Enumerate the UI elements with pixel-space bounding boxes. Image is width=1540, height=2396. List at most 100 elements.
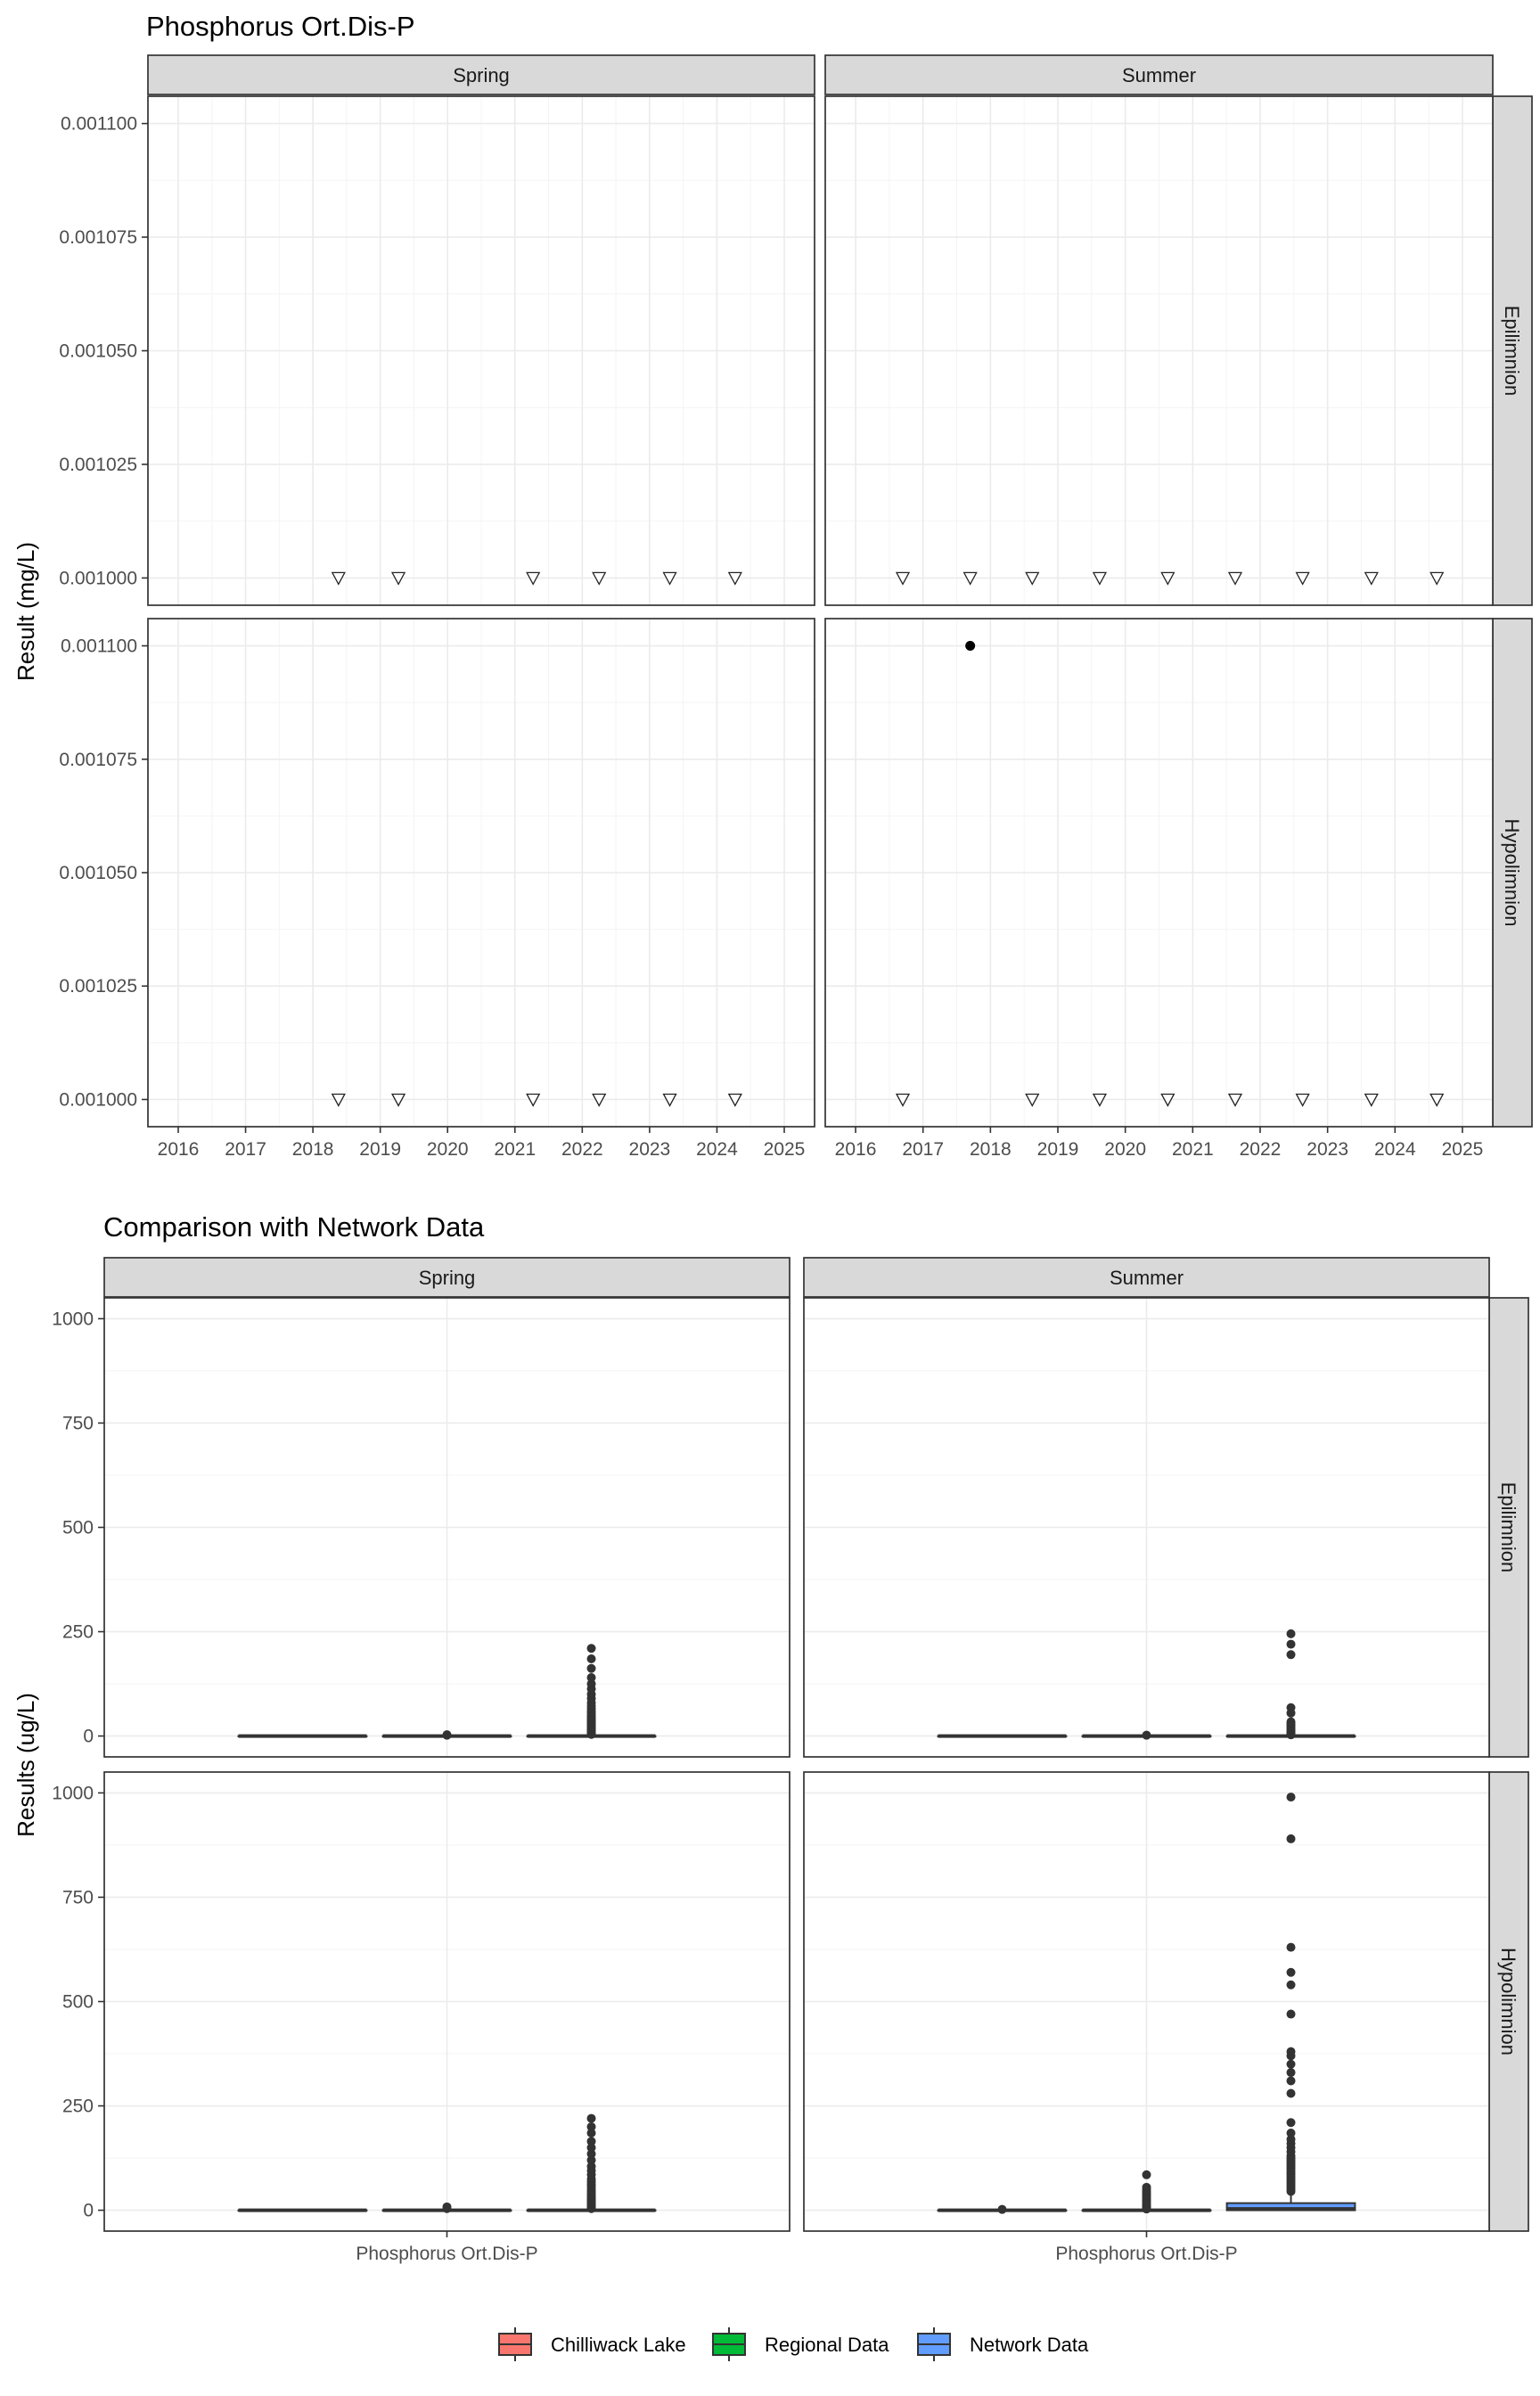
below-detection-marker [1295,571,1310,586]
column-strip [824,54,1494,95]
row-strip-label: Hypolimnion [1501,818,1523,926]
below-detection-marker [1160,1093,1175,1107]
y-tick-label: 0.001075 [59,750,137,770]
below-detection-marker [592,571,607,586]
facet-panel [824,95,1494,606]
outlier-point [586,1679,596,1689]
outlier-point [586,2143,596,2153]
below-detection-marker [1364,571,1379,586]
outlier-point [1286,2088,1296,2098]
outlier-point [1286,2128,1296,2138]
outlier-point [1286,2118,1296,2128]
x-tick-label: 2025 [764,1139,806,1160]
outlier-point [586,1673,596,1683]
below-detection-marker [331,571,346,586]
y-tick-label: 0.001075 [59,227,137,248]
y-tick-label: 750 [62,1887,94,1908]
y-tick-label: 500 [62,1518,94,1539]
y-tick-label: 1000 [52,1309,94,1329]
x-tick-label: 2020 [427,1139,469,1160]
below-detection-marker [1364,1093,1379,1107]
below-detection-marker [592,1093,607,1107]
boxplot-group [381,1730,512,1740]
outlier-point [1286,1942,1296,1952]
x-tick-label: 2016 [835,1139,877,1160]
outlier-point [586,2162,596,2171]
column-strip-label: Spring [453,64,510,86]
outlier-point [1286,2047,1296,2056]
below-detection-marker [1160,571,1175,586]
outlier-point [586,2113,596,2123]
y-tick-label: 0.001025 [59,455,137,475]
x-tick-label: 2023 [629,1139,671,1160]
column-strip-label: Summer [1122,64,1196,86]
facet-panel [824,618,1494,1128]
y-tick-label: 0 [83,2201,94,2221]
facet-panel [803,1771,1490,2232]
y-tick-label: 500 [62,1992,94,2013]
x-tick-label: 2018 [292,1139,334,1160]
y-tick-label: 0.001050 [59,341,137,362]
row-strip [1492,95,1533,606]
below-detection-marker [390,1093,406,1107]
boxplot-chart: Comparison with Network Data Spring Summer… [12,1211,1529,2361]
x-tick-label: 2025 [1442,1139,1484,1160]
legend-label: Regional Data [765,2334,889,2356]
timeseries-chart: Phosphorus Ort.Dis-P Spring Summer Epilimni… [12,11,1533,1160]
below-detection-marker [727,571,742,586]
chart-title: Phosphorus Ort.Dis-P [146,11,415,42]
outlier-point [586,1663,596,1673]
outlier-point [586,1653,596,1663]
row-strip-label: Epilimnion [1497,1482,1520,1573]
x-tick-label: 2022 [1240,1139,1282,1160]
outlier-point [1286,1967,1296,1977]
outlier-point [1142,2182,1151,2192]
outlier-point [1286,1834,1296,1843]
outlier-point [1286,2059,1296,2069]
below-detection-marker [727,1093,742,1107]
x-tick-label: 2019 [1037,1139,1079,1160]
legend: Chilliwack Lake Regional Data Network Data [498,2327,1089,2361]
outlier-point [586,2121,596,2131]
x-tick-label: 2016 [158,1139,200,1160]
y-tick-label: 250 [62,1622,94,1643]
below-detection-marker [1025,571,1040,586]
below-detection-marker [962,571,978,586]
legend-key [917,2327,951,2361]
legend-label: Chilliwack Lake [551,2334,686,2356]
below-detection-marker [390,571,406,586]
boxplot-group [1081,2170,1212,2214]
outlier-point [1286,2009,1296,2019]
column-strip [803,1257,1490,1298]
below-detection-marker [895,571,911,586]
y-tick-label: 1000 [52,1783,94,1803]
row-strip [1488,1771,1529,2232]
outlier-point [586,2137,596,2146]
y-tick-label: 0.001000 [59,1089,137,1110]
below-detection-marker [331,1093,346,1107]
facet-panel [103,1297,790,1758]
x-tick-label: 2022 [561,1139,603,1160]
row-strip-label: Hypolimnion [1497,1948,1520,2055]
x-tick-label: 2023 [1307,1139,1348,1160]
legend-label: Network Data [970,2334,1089,2356]
below-detection-marker [526,1093,541,1107]
outlier-point [1286,1793,1296,1802]
boxplot-group [526,1644,657,1739]
below-detection-marker [1429,571,1445,586]
y-axis-title: Result (mg/L) [12,542,39,681]
x-tick-label: 2021 [494,1139,536,1160]
outlier-point [1286,1629,1296,1638]
below-detection-marker [1227,1093,1243,1107]
x-tick-label: 2021 [1172,1139,1214,1160]
y-axis-title: Results (ug/L) [12,1693,39,1837]
facet-panel [147,95,815,606]
y-tick-label: 0 [83,1727,94,1747]
outlier-point [1286,2135,1296,2144]
column-strip [103,1257,790,1298]
facet-panel [103,1771,790,2232]
outlier-point [1286,2068,1296,2078]
column-strip-label: Spring [419,1267,476,1289]
column-strip-label: Summer [1110,1267,1184,1289]
